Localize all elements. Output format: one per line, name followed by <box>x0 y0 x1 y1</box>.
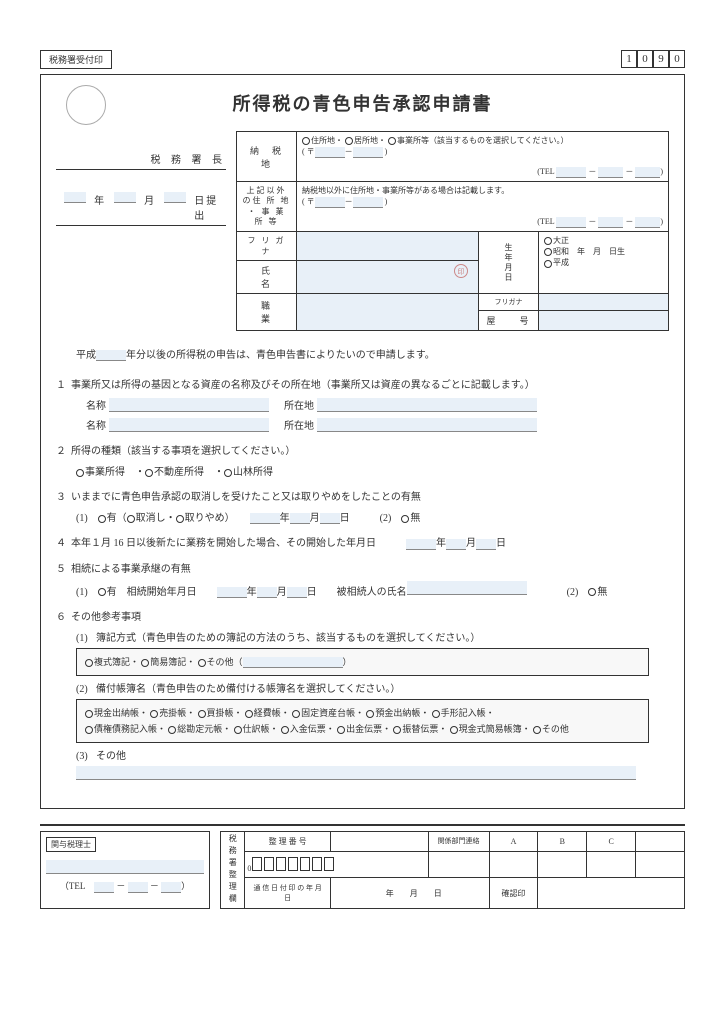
submit-date-line: 年 月 日提出 <box>56 192 226 226</box>
declaration-text: 平成年分以後の所得税の申告は、青色申告書によりたいので申請します。 <box>56 346 669 361</box>
form-title: 所得税の青色申告承認申請書 <box>56 90 669 116</box>
section-3: ３いままでに青色申告承認の取消しを受けたこと又は取りやめをしたことの有無 (1)… <box>56 488 669 524</box>
section-4: ４本年１月 16 日以後新たに業務を開始した場合、その開始した年月日 年月日 <box>56 534 669 549</box>
stamp-circle <box>66 85 106 125</box>
ledger-options: 現金出納帳・ 売掛帳・ 買掛帳・ 経費帳・ 固定資産台帳・ 預金出納帳・ 手形記… <box>76 699 649 743</box>
office-processing-table: 税務署整理欄 整 理 番 号 関係部門連絡 A B C 0 通 信 日 付 印 … <box>220 831 685 909</box>
seal-icon: 印 <box>454 264 468 278</box>
applicant-info-table: 納 税 地 住所地・ 居所地・ 事業所等（該当するものを選択してください。） (… <box>236 131 669 331</box>
form-code: 1090 <box>621 50 685 68</box>
section-6: ６その他参考事項 (1)簿記方式（青色申告のための簿記の方法のうち、該当するもの… <box>56 608 669 784</box>
stamp-label: 税務署受付印 <box>40 50 112 69</box>
section-5: ５相続による事業承継の有無 (1) 有 相続開始年月日 年月日 被相続人の氏名 … <box>56 560 669 598</box>
accountant-box: 関与税理士 （TEL － － ） <box>40 831 210 909</box>
section-1: １事業所又は所得の基因となる資産の名称及びその所在地（事業所又は資産の異なるごと… <box>56 376 669 432</box>
tax-office-line: 税 務 署 長 <box>56 151 226 170</box>
section-2: ２所得の種類（該当する事項を選択してください。） 事業所得 ・不動産所得 ・山林… <box>56 442 669 478</box>
footer-section: 関与税理士 （TEL － － ） 税務署整理欄 整 理 番 号 関係部門連絡 A… <box>40 824 685 909</box>
